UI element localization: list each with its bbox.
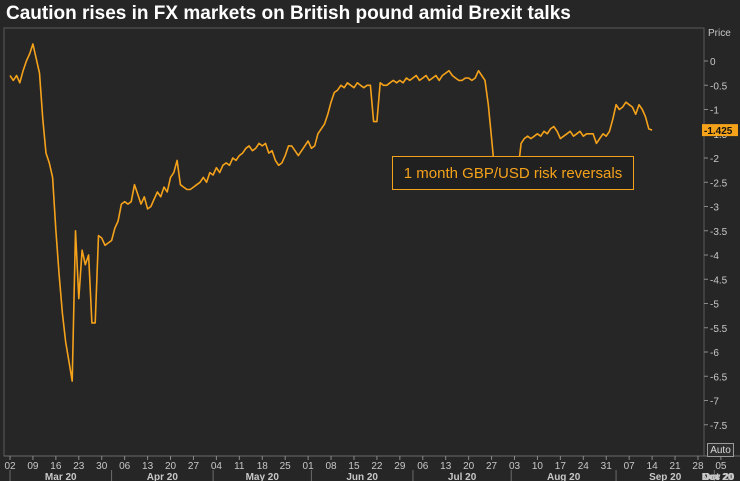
y-tick-label: -4.5 (710, 275, 728, 286)
x-tick-label: 16 (50, 461, 62, 472)
x-tick-label: 13 (440, 461, 452, 472)
last-value-label: -1.425 (704, 126, 733, 137)
x-tick-label: 20 (463, 461, 475, 472)
month-label: Mar 20 (45, 472, 77, 481)
x-tick-label: 06 (119, 461, 131, 472)
x-tick-label: 02 (4, 461, 16, 472)
x-tick-label: 18 (257, 461, 269, 472)
x-tick-label: 22 (371, 461, 383, 472)
x-tick-label: 14 (647, 461, 659, 472)
y-tick-label: -6.5 (710, 372, 728, 383)
month-label: Nov 20 (702, 472, 735, 481)
x-tick-label: 08 (325, 461, 337, 472)
y-tick-label: -1 (710, 106, 719, 117)
y-tick-label: -2 (710, 154, 719, 165)
month-label: Dec 20 (702, 472, 735, 481)
x-tick-label: 25 (280, 461, 292, 472)
x-tick-label: 29 (394, 461, 406, 472)
series-annotation: 1 month GBP/USD risk reversals (392, 156, 634, 190)
x-tick-label: 28 (692, 461, 704, 472)
x-tick-label: 01 (303, 461, 315, 472)
x-tick-label: 31 (601, 461, 613, 472)
x-tick-label: 05 (715, 461, 727, 472)
x-tick-label: 30 (96, 461, 108, 472)
month-label: Oct 20 (703, 472, 734, 481)
y-tick-label: -7 (710, 397, 719, 408)
x-tick-label: 21 (669, 461, 681, 472)
x-tick-label: 04 (211, 461, 223, 472)
month-label: Apr 20 (147, 472, 179, 481)
y-tick-label: -5 (710, 300, 719, 311)
month-label: Jul 20 (448, 472, 477, 481)
y-tick-label: -6 (710, 348, 719, 359)
last-value-tag (702, 124, 738, 137)
y-tick-label: 0 (710, 57, 716, 68)
x-tick-label: 15 (348, 461, 360, 472)
x-tick-label: 24 (578, 461, 590, 472)
auto-button[interactable]: Auto (707, 443, 734, 457)
y-tick-label: -0.5 (710, 81, 728, 92)
series-line (9, 43, 653, 382)
x-tick-label: 27 (188, 461, 200, 472)
x-tick-label: 27 (486, 461, 498, 472)
y-tick-label: -2.5 (710, 178, 728, 189)
x-tick-label: 10 (532, 461, 544, 472)
x-tick-label: 23 (73, 461, 85, 472)
x-tick-label: 20 (165, 461, 177, 472)
x-tick-label: 06 (417, 461, 429, 472)
x-tick-label: 17 (555, 461, 567, 472)
y-axis-label: Price (708, 28, 731, 39)
plot-area (3, 27, 705, 457)
x-tick-label: 09 (27, 461, 39, 472)
y-tick-label: -7.5 (710, 421, 728, 432)
chart-title: Caution rises in FX markets on British p… (6, 3, 571, 24)
month-label: May 20 (246, 472, 280, 481)
month-label: Jun 20 (346, 472, 378, 481)
x-tick-label: 11 (234, 461, 245, 472)
month-label: Sep 20 (649, 472, 682, 481)
y-tick-label: -3 (710, 203, 719, 214)
x-tick-label: 07 (624, 461, 636, 472)
x-tick-label: 03 (509, 461, 521, 472)
y-tick-label: -3.5 (710, 227, 728, 238)
y-tick-label: -4 (710, 251, 719, 262)
y-tick-label: -5.5 (710, 324, 728, 335)
x-tick-label: 13 (142, 461, 154, 472)
month-label: Aug 20 (547, 472, 581, 481)
